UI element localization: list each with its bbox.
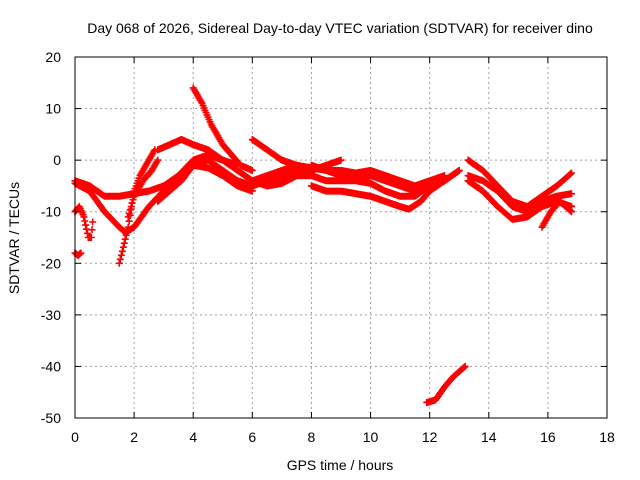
y-tick-label: 20 [45,49,61,65]
series-arc-15 [423,362,469,406]
series-arc-17 [464,172,575,216]
x-tick-label: 16 [540,429,556,445]
y-tick-label: -20 [41,255,61,271]
series-arc-6 [124,156,162,221]
x-tick-label: 8 [308,429,316,445]
y-tick-label: -30 [41,307,61,323]
marker-trail [124,156,162,221]
x-tick-label: 14 [481,429,497,445]
x-tick-label: 10 [363,429,379,445]
x-tick-label: 6 [248,429,256,445]
data-points [71,84,575,406]
chart-title: Day 068 of 2026, Sidereal Day-to-day VTE… [87,20,593,36]
x-tick-labels: 0 2 4 6 8 10 12 14 16 18 [71,429,615,445]
plot-frame [74,56,608,419]
series-arc-13 [307,167,463,213]
y-tick-label: -40 [41,358,61,374]
y-tick-label: 10 [45,101,61,117]
marker-trail [464,156,575,211]
marker-trail [464,172,575,216]
y-tick-label: 0 [53,152,61,168]
x-tick-label: 4 [189,429,197,445]
x-tick-label: 2 [130,429,138,445]
x-tick-label: 18 [599,429,615,445]
y-axis-title: SDTVAR / TECUs [6,182,22,294]
marker-trail [154,156,315,205]
y-tick-label: -10 [41,204,61,220]
series-arc-14 [307,161,442,195]
marker-trail [423,362,469,406]
marker-trail [307,167,463,213]
series-arc-8 [154,156,315,205]
marker-trail [538,197,575,231]
y-tick-label: -50 [41,410,61,426]
y-tick-labels: -50 -40 -30 -20 -10 0 10 20 [41,49,61,426]
series-arc-16 [464,156,575,211]
series-arc-9 [189,84,256,174]
x-axis-title: GPS time / hours [287,457,394,473]
x-tick-label: 12 [422,429,438,445]
marker-trail [189,84,256,174]
x-tick-label: 0 [71,429,79,445]
axis-ticks [74,56,608,419]
marker-trail [307,161,442,195]
series-arc-19 [538,197,575,231]
